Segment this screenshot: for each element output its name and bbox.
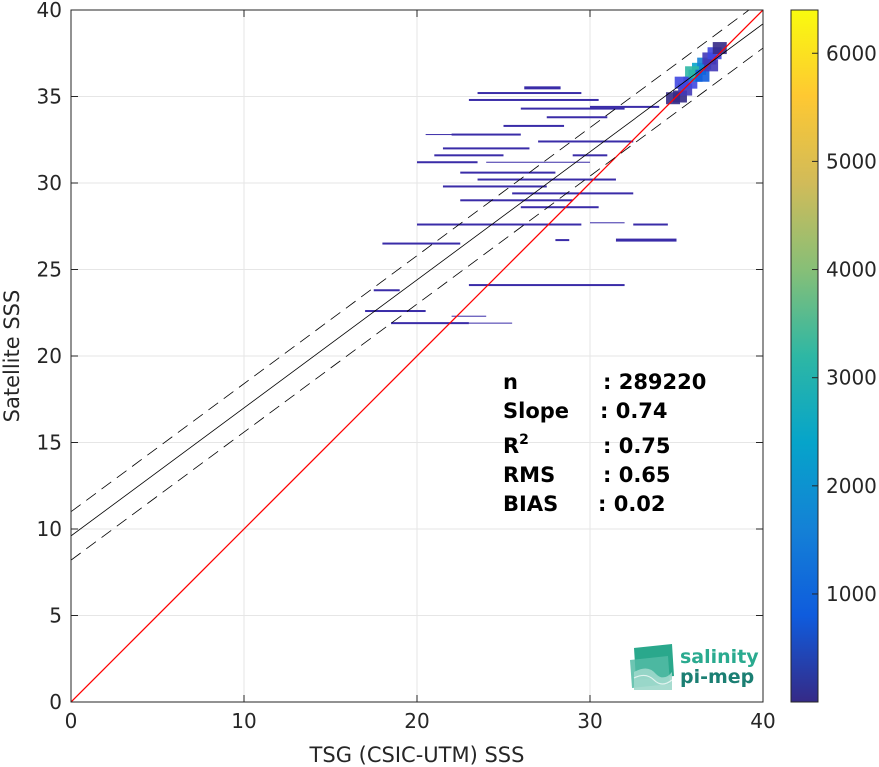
density-segment xyxy=(391,322,469,325)
colorbar-tick-label: 5000 xyxy=(826,149,877,173)
colorbar-tick-label: 3000 xyxy=(826,366,877,390)
density-segment xyxy=(460,171,556,174)
fit-lines xyxy=(71,10,763,702)
density-segment xyxy=(365,310,426,313)
density-segment xyxy=(468,98,599,101)
stat-value: : 0.74 xyxy=(600,399,668,423)
y-tick-label: 15 xyxy=(37,431,62,455)
density-segment xyxy=(615,238,677,242)
density-segment xyxy=(590,105,660,108)
density-segment xyxy=(434,154,504,157)
logo-line-1: salinity xyxy=(680,646,759,668)
density-segment xyxy=(555,239,570,242)
density-segment xyxy=(590,222,625,224)
wave-icon xyxy=(630,644,674,690)
density-segment xyxy=(442,147,530,150)
colorbar-tick-label: 1000 xyxy=(826,582,877,606)
x-tick-label: 20 xyxy=(404,709,429,733)
salinity-pi-mep-logo: salinity pi-mep xyxy=(630,644,759,690)
regression-line xyxy=(71,23,763,537)
stat-value: : 0.02 xyxy=(598,492,666,516)
density-segment xyxy=(520,206,599,209)
x-tick-label: 0 xyxy=(65,709,78,733)
density-segment xyxy=(633,223,668,226)
density-cell xyxy=(704,59,719,72)
density-segment xyxy=(520,107,625,110)
density-segment xyxy=(451,133,521,136)
density-segment xyxy=(417,223,582,226)
density-segment xyxy=(442,185,547,188)
density-segment xyxy=(486,161,590,163)
confidence-band-line xyxy=(71,10,750,513)
density-segment xyxy=(477,178,616,181)
density-cell xyxy=(666,92,681,105)
x-axis-ticks: 0 10 20 30 40 xyxy=(65,10,776,733)
stat-value: : 289220 xyxy=(603,370,706,394)
identity-line xyxy=(71,10,763,702)
density-cell xyxy=(674,76,689,89)
density-segment xyxy=(538,140,634,143)
density-segment xyxy=(373,289,400,292)
y-axis-ticks: 0 5 10 15 20 25 30 35 40 xyxy=(37,0,763,714)
density-segment xyxy=(477,92,582,95)
stat-value: : 0.65 xyxy=(603,463,671,487)
y-tick-label: 0 xyxy=(49,690,62,714)
colorbar-ticks: 1000 2000 3000 4000 5000 6000 xyxy=(812,41,877,606)
y-tick-label: 30 xyxy=(37,171,62,195)
colorbar-tick-label: 2000 xyxy=(826,474,877,498)
density-segment xyxy=(460,199,573,202)
y-axis-label: Satellite SSS xyxy=(0,290,24,423)
stat-label: n xyxy=(503,370,518,394)
stat-label: RMS xyxy=(503,463,555,487)
y-tick-label: 5 xyxy=(49,604,62,628)
stat-label: Slope xyxy=(503,399,569,423)
density-segment xyxy=(546,116,608,119)
x-tick-label: 10 xyxy=(231,709,256,733)
stat-label-superscript: 2 xyxy=(519,432,529,448)
y-tick-label: 10 xyxy=(37,517,62,541)
y-tick-label: 35 xyxy=(37,85,62,109)
density-segment xyxy=(451,315,487,317)
density-heatmap xyxy=(365,42,727,325)
density-segment xyxy=(382,242,461,245)
confidence-band-line xyxy=(71,47,763,561)
stat-label: BIAS xyxy=(503,492,558,516)
x-axis-label: TSG (CSIC-UTM) SSS xyxy=(309,743,525,767)
density-segment xyxy=(503,124,565,127)
y-tick-label: 25 xyxy=(37,258,62,282)
density-segment xyxy=(425,134,461,136)
density-segment xyxy=(512,192,634,195)
density-segment xyxy=(468,284,625,287)
stat-value: : 0.75 xyxy=(603,434,671,458)
density-cell xyxy=(712,42,727,55)
y-tick-label: 40 xyxy=(37,0,62,22)
density-segment xyxy=(468,322,513,324)
logo-line-2: pi-mep xyxy=(680,666,754,688)
density-segment xyxy=(524,86,561,90)
density-cell xyxy=(695,69,710,82)
colorbar-tick-label: 6000 xyxy=(826,41,877,65)
density-segment xyxy=(417,161,478,164)
colorbar xyxy=(790,9,819,703)
density-segment xyxy=(572,154,608,157)
x-tick-label: 40 xyxy=(750,709,775,733)
colorbar-tick-label: 4000 xyxy=(826,258,877,282)
y-tick-label: 20 xyxy=(37,344,62,368)
x-tick-label: 30 xyxy=(577,709,602,733)
